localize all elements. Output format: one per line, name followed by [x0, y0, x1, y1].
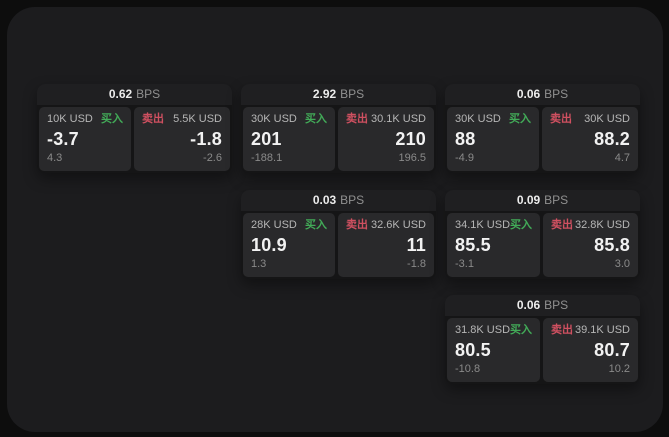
bps-unit: BPS: [544, 298, 569, 312]
buy-notional: 30K USD: [251, 113, 297, 125]
buy-panel[interactable]: 30K USD 买入 88 -4.9: [447, 107, 540, 171]
buy-notional: 30K USD: [455, 113, 501, 125]
panels-row: 31.8K USD 买入 80.5 -10.8 卖出 39.1K USD 80.…: [445, 316, 640, 384]
sell-side-label: 卖出: [346, 113, 369, 125]
buy-price: 80.5: [455, 340, 491, 360]
panels-row: 10K USD 买入 -3.7 4.3 卖出 5.5K USD -1.8 -2.…: [37, 105, 232, 173]
buy-side-label: 买入: [510, 324, 533, 336]
buy-delta: -4.9: [455, 152, 474, 164]
sell-price: 11: [406, 235, 426, 255]
quote-card-6: 0.06 BPS 31.8K USD 买入 80.5 -10.8 卖出 39.1K…: [445, 295, 640, 384]
sell-panel[interactable]: 卖出 39.1K USD 80.7 10.2: [543, 318, 638, 382]
bps-value: 0.09: [516, 193, 541, 207]
buy-panel[interactable]: 34.1K USD 买入 85.5 -3.1: [447, 213, 540, 277]
sell-notional: 30K USD: [584, 113, 630, 125]
buy-side-label: 买入: [305, 219, 328, 231]
sell-delta: -2.6: [203, 152, 222, 164]
buy-delta: 1.3: [251, 258, 267, 270]
sell-delta: 3.0: [614, 258, 630, 270]
buy-delta: -188.1: [251, 152, 283, 164]
quote-card-2: 2.92 BPS 30K USD 买入 201 -188.1 卖出 30.1K U…: [241, 84, 436, 173]
bps-header: 0.06 BPS: [445, 84, 640, 105]
sell-notional: 32.6K USD: [370, 219, 426, 231]
buy-side-label: 买入: [101, 113, 124, 125]
bps-value: 0.06: [516, 298, 541, 312]
buy-notional: 34.1K USD: [455, 219, 511, 231]
buy-price: -3.7: [47, 129, 79, 149]
bps-header: 0.62 BPS: [37, 84, 232, 105]
sell-panel[interactable]: 卖出 32.6K USD 11 -1.8: [338, 213, 434, 277]
buy-price: 201: [251, 129, 282, 149]
buy-side-label: 买入: [509, 113, 532, 125]
bps-unit: BPS: [340, 193, 365, 207]
sell-price: 88.2: [594, 129, 630, 149]
bps-unit: BPS: [340, 87, 365, 101]
bps-unit: BPS: [544, 193, 569, 207]
sell-price: 210: [395, 129, 426, 149]
sell-side-label: 卖出: [346, 219, 369, 231]
sell-panel[interactable]: 卖出 5.5K USD -1.8 -2.6: [134, 107, 230, 171]
sell-panel[interactable]: 卖出 30.1K USD 210 196.5: [338, 107, 434, 171]
sell-panel[interactable]: 卖出 32.8K USD 85.8 3.0: [543, 213, 638, 277]
panels-row: 34.1K USD 买入 85.5 -3.1 卖出 32.8K USD 85.8…: [445, 211, 640, 279]
sell-notional: 30.1K USD: [370, 113, 426, 125]
sell-delta: 4.7: [614, 152, 630, 164]
quote-card-5: 0.09 BPS 34.1K USD 买入 85.5 -3.1 卖出 32.8K …: [445, 190, 640, 279]
bps-header: 2.92 BPS: [241, 84, 436, 105]
buy-delta: -10.8: [455, 363, 481, 375]
panels-row: 30K USD 买入 201 -188.1 卖出 30.1K USD 210 1…: [241, 105, 436, 173]
buy-price: 85.5: [455, 235, 491, 255]
buy-side-label: 买入: [305, 113, 328, 125]
buy-price: 88: [455, 129, 476, 149]
buy-panel[interactable]: 30K USD 买入 201 -188.1: [243, 107, 336, 171]
buy-notional: 10K USD: [47, 113, 93, 125]
sell-delta: 10.2: [608, 363, 630, 375]
sell-delta: 196.5: [398, 152, 426, 164]
bps-value: 0.03: [312, 193, 337, 207]
sell-side-label: 卖出: [551, 219, 573, 231]
buy-notional: 31.8K USD: [455, 324, 511, 336]
sell-delta: -1.8: [407, 258, 426, 270]
sell-side-label: 卖出: [142, 113, 165, 125]
sell-price: 85.8: [594, 235, 630, 255]
buy-notional: 28K USD: [251, 219, 297, 231]
sell-notional: 32.8K USD: [574, 219, 630, 231]
quote-card-1: 0.62 BPS 10K USD 买入 -3.7 4.3 卖出 5.5K USD …: [37, 84, 232, 173]
panels-row: 30K USD 买入 88 -4.9 卖出 30K USD 88.2 4.7: [445, 105, 640, 173]
buy-delta: -3.1: [455, 258, 474, 270]
sell-side-label: 卖出: [551, 324, 573, 336]
sell-side-label: 卖出: [550, 113, 573, 125]
bps-header: 0.06 BPS: [445, 295, 640, 316]
bps-value: 0.62: [108, 87, 133, 101]
sell-price: 80.7: [594, 340, 630, 360]
buy-delta: 4.3: [47, 152, 63, 164]
bps-value: 2.92: [312, 87, 337, 101]
buy-panel[interactable]: 31.8K USD 买入 80.5 -10.8: [447, 318, 540, 382]
bps-header: 0.03 BPS: [241, 190, 436, 211]
bps-unit: BPS: [544, 87, 569, 101]
bps-header: 0.09 BPS: [445, 190, 640, 211]
sell-notional: 5.5K USD: [173, 113, 222, 125]
sell-price: -1.8: [190, 129, 222, 149]
sell-panel[interactable]: 卖出 30K USD 88.2 4.7: [542, 107, 638, 171]
sell-notional: 39.1K USD: [574, 324, 630, 336]
panels-row: 28K USD 买入 10.9 1.3 卖出 32.6K USD 11 -1.8: [241, 211, 436, 279]
bps-unit: BPS: [136, 87, 161, 101]
bps-value: 0.06: [516, 87, 541, 101]
buy-side-label: 买入: [510, 219, 533, 231]
buy-panel[interactable]: 28K USD 买入 10.9 1.3: [243, 213, 336, 277]
quote-card-4: 0.03 BPS 28K USD 买入 10.9 1.3 卖出 32.6K USD…: [241, 190, 436, 279]
buy-panel[interactable]: 10K USD 买入 -3.7 4.3: [39, 107, 132, 171]
app-window: 0.62 BPS 10K USD 买入 -3.7 4.3 卖出 5.5K USD …: [7, 7, 663, 432]
buy-price: 10.9: [251, 235, 287, 255]
quote-card-3: 0.06 BPS 30K USD 买入 88 -4.9 卖出 30K USD 88…: [445, 84, 640, 173]
